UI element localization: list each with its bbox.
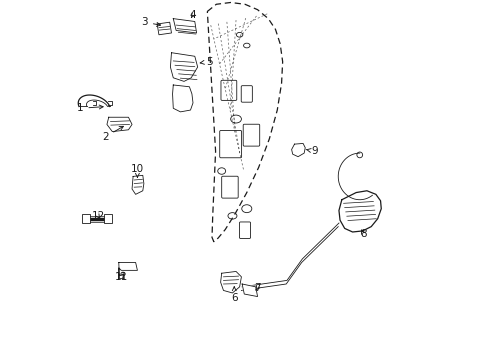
Text: 12: 12 [91,211,104,221]
Text: 7: 7 [254,283,261,293]
Text: 10: 10 [131,164,144,177]
Text: 1: 1 [77,103,103,113]
Text: 6: 6 [231,287,238,303]
Polygon shape [171,53,197,81]
Polygon shape [119,262,137,279]
Polygon shape [173,19,196,33]
Polygon shape [220,271,242,293]
Polygon shape [242,284,258,297]
Polygon shape [157,22,171,35]
Text: 8: 8 [360,229,367,239]
Polygon shape [172,85,193,112]
Text: 5: 5 [200,57,213,67]
Text: 9: 9 [306,146,318,156]
Text: 4: 4 [190,10,196,20]
Text: 2: 2 [102,126,123,142]
Polygon shape [132,175,144,194]
Polygon shape [339,191,381,232]
Text: 3: 3 [141,17,161,27]
Polygon shape [107,117,132,132]
Polygon shape [292,143,305,157]
Text: 11: 11 [115,272,128,282]
